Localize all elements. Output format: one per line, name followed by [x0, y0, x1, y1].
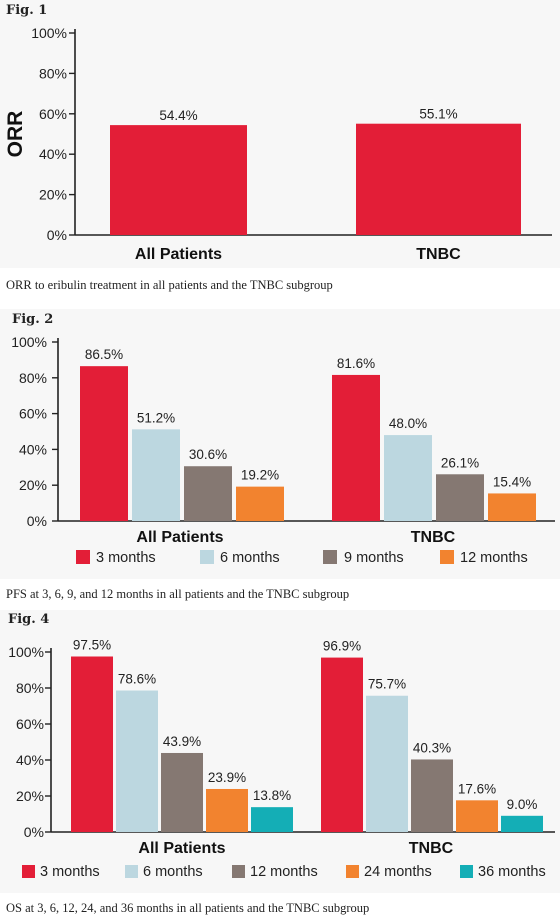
fig1-chart: 0% 20% 40% 60% 80% 100% ORR 54.4% All Patients 55… [4, 25, 552, 263]
y-axis-title: ORR [4, 111, 27, 158]
category-label: TNBC [416, 246, 461, 263]
bar [501, 815, 543, 832]
y-tick-label: 40% [16, 752, 44, 768]
bar-value-label: 96.9% [323, 639, 361, 654]
bar-value-label: 75.7% [368, 677, 406, 692]
legend-swatch [440, 550, 454, 564]
bar [236, 486, 284, 521]
legend-swatch [125, 865, 138, 878]
bar-value-label: 13.8% [253, 788, 291, 803]
category-label: All Patients [135, 246, 222, 263]
bar-value-label: 15.4% [493, 474, 531, 489]
y-tick-label: 100% [11, 334, 47, 350]
bar [251, 807, 293, 832]
y-tick-label: 40% [19, 441, 47, 457]
y-tick-label: 60% [39, 106, 67, 122]
category-label: All Patients [138, 840, 225, 857]
y-tick-label: 60% [16, 716, 44, 732]
y-tick-label: 0% [47, 227, 67, 243]
bar-value-label: 55.1% [419, 107, 457, 122]
bar [132, 429, 180, 521]
bar-value-label: 97.5% [73, 638, 111, 653]
legend-swatch [232, 865, 245, 878]
bar-value-label: 30.6% [189, 447, 227, 462]
bar [332, 374, 380, 521]
bar-value-label: 23.9% [208, 770, 246, 785]
category-label: TNBC [409, 840, 454, 857]
bar [436, 474, 484, 521]
bar [411, 759, 453, 832]
y-tick-label: 80% [19, 370, 47, 386]
bar-value-label: 9.0% [507, 797, 538, 812]
legend-label: 3 months [96, 550, 156, 566]
y-tick-label: 20% [16, 788, 44, 804]
bar-value-label: 86.5% [85, 347, 123, 362]
legend-label: 9 months [344, 550, 404, 566]
y-tick-label: 20% [19, 477, 47, 493]
bar [116, 690, 158, 832]
bar [110, 125, 247, 235]
bar-value-label: 40.3% [413, 740, 451, 755]
bar [161, 752, 203, 832]
bar-value-label: 19.2% [241, 468, 279, 483]
legend-swatch [22, 865, 35, 878]
y-tick-label: 60% [19, 406, 47, 422]
legend-swatch [460, 865, 473, 878]
bar-value-label: 48.0% [389, 416, 427, 431]
bar [80, 366, 128, 521]
bar-value-label: 78.6% [118, 672, 156, 687]
bar-value-label: 43.9% [163, 734, 201, 749]
bar-value-label: 17.6% [458, 781, 496, 796]
fig1-caption: ORR to eribulin treatment in all patient… [6, 278, 333, 292]
legend-swatch [323, 550, 337, 564]
fig4-label: Fig. 4 [8, 612, 50, 627]
bar [488, 493, 536, 521]
category-label: TNBC [411, 529, 456, 546]
bar [321, 657, 363, 832]
y-tick-label: 100% [31, 25, 67, 41]
y-tick-label: 80% [39, 65, 67, 81]
legend-label: 6 months [143, 864, 203, 880]
bar [71, 656, 113, 832]
bar-value-label: 54.4% [159, 108, 197, 123]
fig2-caption: PFS at 3, 6, 9, and 12 months in all pat… [6, 587, 350, 601]
fig1-label: Fig. 1 [6, 3, 48, 18]
legend-label: 36 months [478, 864, 546, 880]
bar [384, 435, 432, 521]
legend-label: 12 months [250, 864, 318, 880]
bar [356, 123, 521, 235]
bar [366, 695, 408, 832]
bar [206, 788, 248, 832]
legend-swatch [76, 550, 90, 564]
y-tick-label: 100% [8, 644, 44, 660]
y-tick-label: 40% [39, 146, 67, 162]
legend-label: 12 months [460, 550, 528, 566]
y-tick-label: 0% [24, 824, 44, 840]
y-tick-label: 0% [27, 513, 47, 529]
legend-label: 6 months [220, 550, 280, 566]
fig2-chart: 0% 20% 40% 60% 80% 100% 86.5% 51.2% 30.6% 19.2% Al… [11, 334, 555, 566]
bar-value-label: 51.2% [137, 410, 175, 425]
fig4-caption: OS at 3, 6, 12, 24, and 36 months in all… [6, 901, 370, 915]
legend-label: 24 months [364, 864, 432, 880]
fig4-chart: 0% 20% 40% 60% 80% 100% 97.5% 78.6% 43.9% 23.9% 13… [8, 638, 555, 880]
category-label: All Patients [136, 529, 223, 546]
bar [184, 466, 232, 521]
bar-value-label: 26.1% [441, 455, 479, 470]
fig2-label: Fig. 2 [12, 312, 54, 327]
legend-label: 3 months [40, 864, 100, 880]
legend-swatch [346, 865, 359, 878]
legend-swatch [200, 550, 214, 564]
bar-value-label: 81.6% [337, 356, 375, 371]
y-tick-label: 20% [39, 187, 67, 203]
bar [456, 800, 498, 832]
y-tick-label: 80% [16, 680, 44, 696]
